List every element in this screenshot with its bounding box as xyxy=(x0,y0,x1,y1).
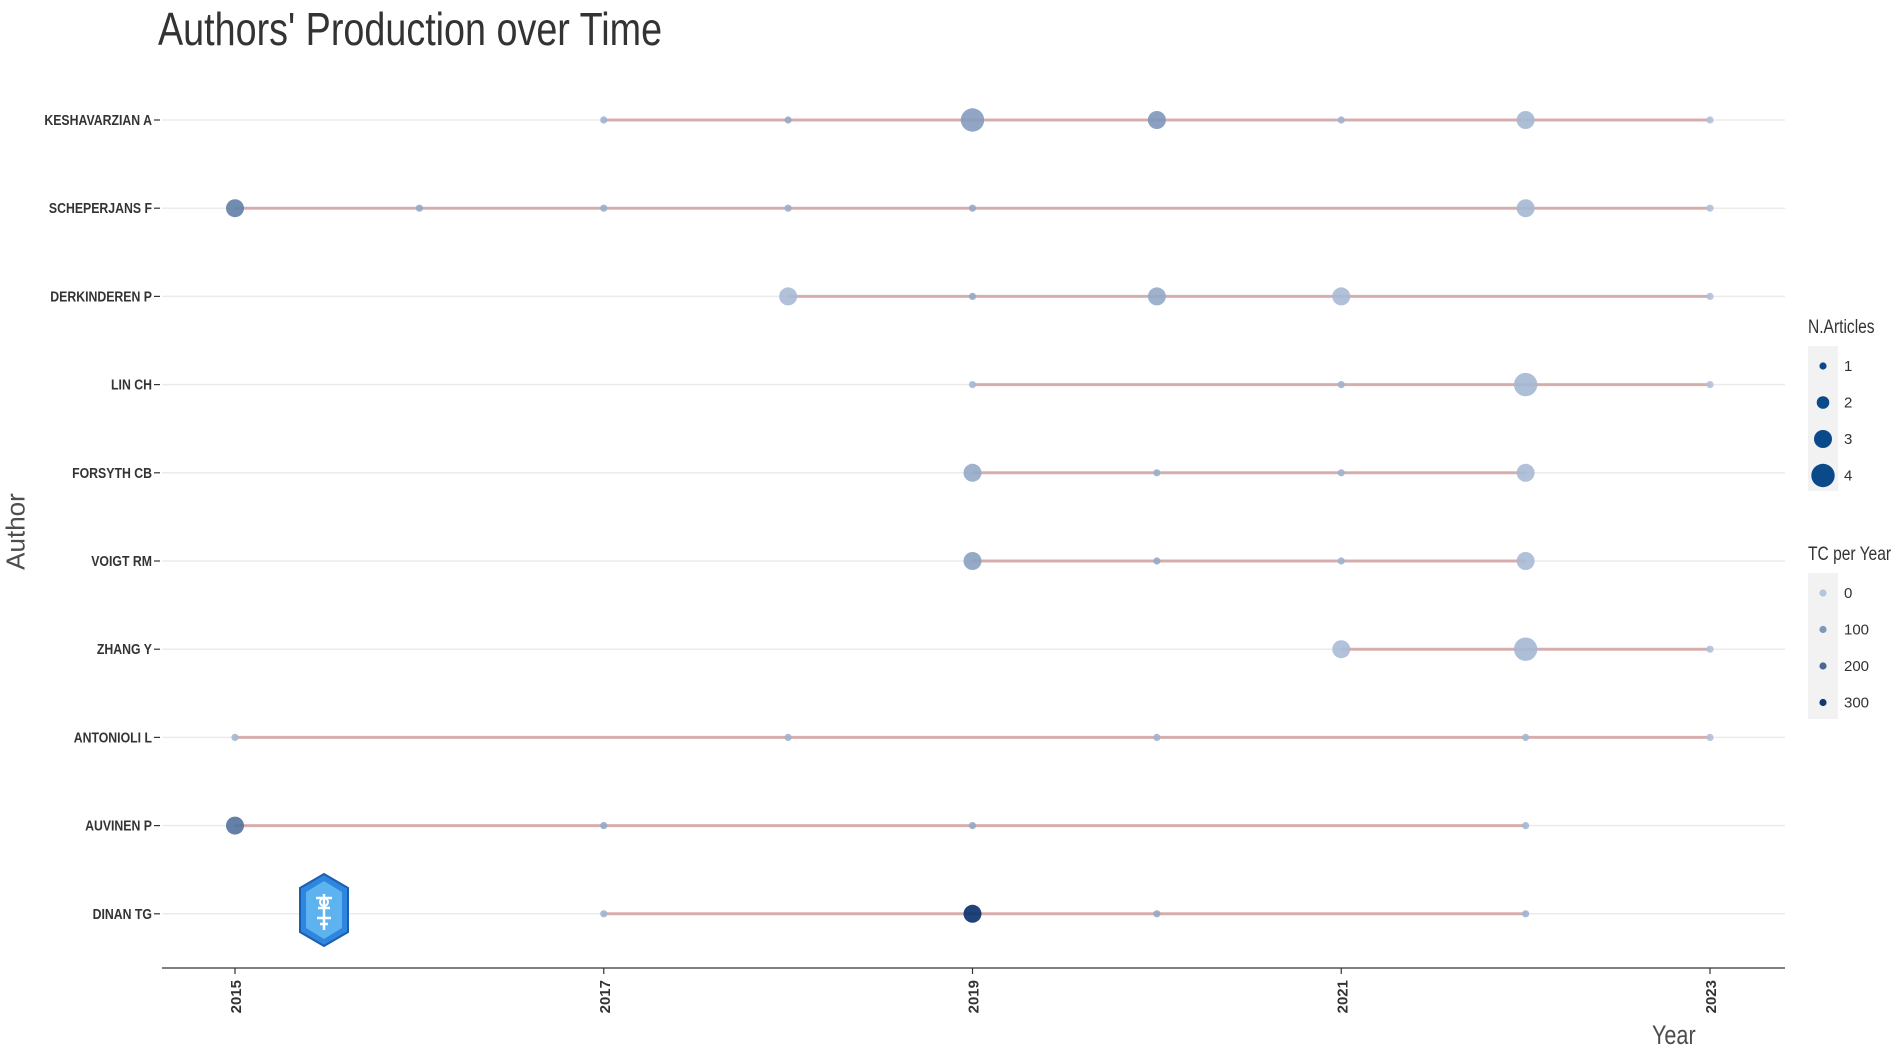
data-point xyxy=(1706,292,1714,300)
chart-title: Authors' Production over Time xyxy=(158,3,663,55)
data-point xyxy=(226,199,244,218)
data-point xyxy=(968,204,977,212)
data-point xyxy=(779,287,798,306)
legend-color-swatch xyxy=(1819,589,1827,597)
watermark-logo xyxy=(299,872,349,948)
author-label: DERKINDEREN P xyxy=(50,288,152,304)
data-point xyxy=(784,116,792,124)
x-tick-label: 2023 xyxy=(1703,980,1720,1013)
author-label: ZHANG Y xyxy=(97,641,152,657)
data-point xyxy=(1516,463,1535,482)
legend-color-label: 100 xyxy=(1844,622,1869,639)
data-point xyxy=(600,910,608,918)
x-tick-label: 2021 xyxy=(1334,980,1351,1013)
data-point xyxy=(1513,637,1538,661)
data-point xyxy=(1332,287,1351,306)
data-point xyxy=(1513,372,1538,397)
author-label: LIN CH xyxy=(111,376,152,392)
data-point xyxy=(968,822,977,830)
data-point xyxy=(1522,910,1530,918)
data-point xyxy=(968,292,977,300)
legend-size-swatch xyxy=(1811,463,1835,488)
data-point xyxy=(963,552,982,570)
data-point xyxy=(1522,822,1530,830)
legend-tc-key-bg xyxy=(1808,573,1838,719)
legend-size-label: 3 xyxy=(1844,431,1852,448)
author-label: KESHAVARZIAN A xyxy=(44,112,152,128)
data-point xyxy=(226,816,244,835)
data-point xyxy=(1332,640,1351,659)
legend-color-swatch xyxy=(1819,625,1827,634)
legend-size-label: 4 xyxy=(1844,468,1852,485)
author-label: SCHEPERJANS F xyxy=(49,200,152,216)
legend-size-label: 2 xyxy=(1844,395,1852,412)
author-label: VOIGT RM xyxy=(91,553,152,569)
data-point xyxy=(1153,733,1161,742)
data-point xyxy=(784,733,792,742)
data-point xyxy=(1516,552,1535,570)
legend-size-swatch xyxy=(1816,396,1830,409)
x-tick-label: 2015 xyxy=(228,980,245,1013)
data-point xyxy=(963,463,982,482)
data-point xyxy=(1706,733,1714,742)
legend-tc-title: TC per Year xyxy=(1808,543,1891,565)
legend-color-label: 0 xyxy=(1844,585,1852,602)
legend-size-label: 1 xyxy=(1844,358,1852,375)
author-label: AUVINEN P xyxy=(85,817,152,833)
legend-color-swatch xyxy=(1819,698,1827,707)
data-point xyxy=(1147,111,1166,129)
data-point xyxy=(1706,204,1714,212)
data-point xyxy=(1337,469,1345,477)
legend-size-swatch xyxy=(1814,430,1832,448)
author-label: FORSYTH CB xyxy=(72,465,152,481)
data-point xyxy=(1337,381,1345,389)
legend-color-swatch xyxy=(1819,662,1827,670)
author-label: DINAN TG xyxy=(93,906,152,922)
data-point xyxy=(1337,116,1345,124)
data-point xyxy=(1153,557,1161,565)
data-point xyxy=(600,204,608,212)
data-point xyxy=(960,108,985,132)
x-tick-label: 2019 xyxy=(966,980,983,1013)
data-point xyxy=(1516,199,1535,218)
x-tick-label: 2017 xyxy=(597,980,614,1013)
data-point xyxy=(1522,733,1530,742)
data-point xyxy=(1153,910,1161,918)
author-label: ANTONIOLI L xyxy=(74,729,152,745)
legend-color-label: 200 xyxy=(1844,658,1869,675)
legend-size-swatch xyxy=(1819,362,1827,370)
data-point xyxy=(600,822,608,830)
data-point xyxy=(968,381,977,389)
data-point xyxy=(1153,469,1161,477)
data-point xyxy=(415,204,423,212)
legend-n-articles-title: N.Articles xyxy=(1808,316,1875,338)
data-point xyxy=(1706,381,1714,389)
data-point xyxy=(1706,645,1714,653)
legend-color-label: 300 xyxy=(1844,695,1869,712)
data-point xyxy=(1147,287,1166,306)
data-point xyxy=(1706,116,1714,124)
data-point xyxy=(784,204,792,212)
data-point xyxy=(231,733,239,742)
data-point xyxy=(1516,111,1535,129)
data-point xyxy=(600,116,608,124)
x-axis-label: Year xyxy=(1652,1020,1696,1050)
data-point xyxy=(1337,557,1345,565)
data-point xyxy=(963,904,982,923)
